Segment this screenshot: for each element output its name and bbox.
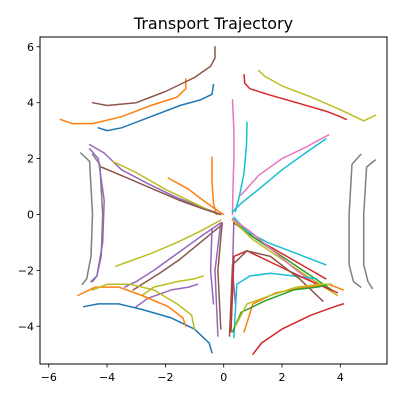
trajectory-3 [91, 46, 216, 107]
y-tick-label: 2 [27, 153, 34, 166]
trajectory-41 [82, 303, 213, 354]
y-tick-label: −4 [18, 320, 34, 333]
trajectory-17 [88, 148, 105, 283]
x-tick-label: 2 [279, 371, 286, 384]
trajectory-18 [348, 153, 362, 288]
trajectory-13 [100, 166, 222, 216]
trajectory-12 [112, 160, 219, 216]
x-tick-label: 0 [220, 371, 227, 384]
y-tick-label: −2 [18, 264, 34, 277]
trajectory-24 [217, 222, 223, 330]
trajectory-35 [230, 250, 339, 333]
trajectory-14 [167, 177, 225, 216]
trajectory-28 [135, 283, 199, 308]
tick-layer: −6 −4 −2 0 2 4 −4 −2 0 2 4 6 [18, 41, 344, 384]
trajectory-39 [234, 283, 333, 328]
trajectory-20 [115, 219, 222, 267]
x-tick-label: −4 [99, 371, 115, 384]
trajectory-36 [228, 250, 324, 337]
trajectory-2 [59, 78, 187, 125]
trajectory-22 [132, 224, 222, 291]
trajectory-7 [234, 121, 248, 213]
trajectory-21 [123, 222, 222, 288]
plot-frame [39, 36, 388, 365]
trajectory-23 [214, 222, 222, 337]
series-layer [59, 46, 377, 355]
trajectory-5 [257, 69, 377, 122]
trajectory-27 [141, 275, 205, 297]
trajectory-9 [231, 138, 327, 213]
x-tick-label: 4 [337, 371, 344, 384]
trajectory-6 [231, 99, 235, 216]
trajectory-42 [77, 286, 187, 328]
trajectory-4 [243, 73, 347, 121]
y-tick-label: 0 [27, 208, 34, 221]
trajectory-40 [252, 303, 345, 355]
trajectory-38 [231, 283, 330, 333]
x-tick-label: −6 [41, 371, 57, 384]
trajectory-33 [231, 217, 321, 288]
trajectory-10 [240, 134, 330, 196]
chart-title: Transport Trajectory [133, 14, 293, 33]
y-tick-label: 6 [27, 41, 34, 54]
trajectory-25 [209, 227, 215, 305]
trajectory-19 [362, 159, 377, 290]
trajectory-1 [97, 83, 215, 132]
y-tick-label: 4 [27, 97, 34, 110]
trajectory-37 [243, 283, 345, 333]
x-tick-label: −2 [157, 371, 173, 384]
trajectory-43 [91, 283, 196, 330]
trajectory-15 [80, 152, 94, 286]
